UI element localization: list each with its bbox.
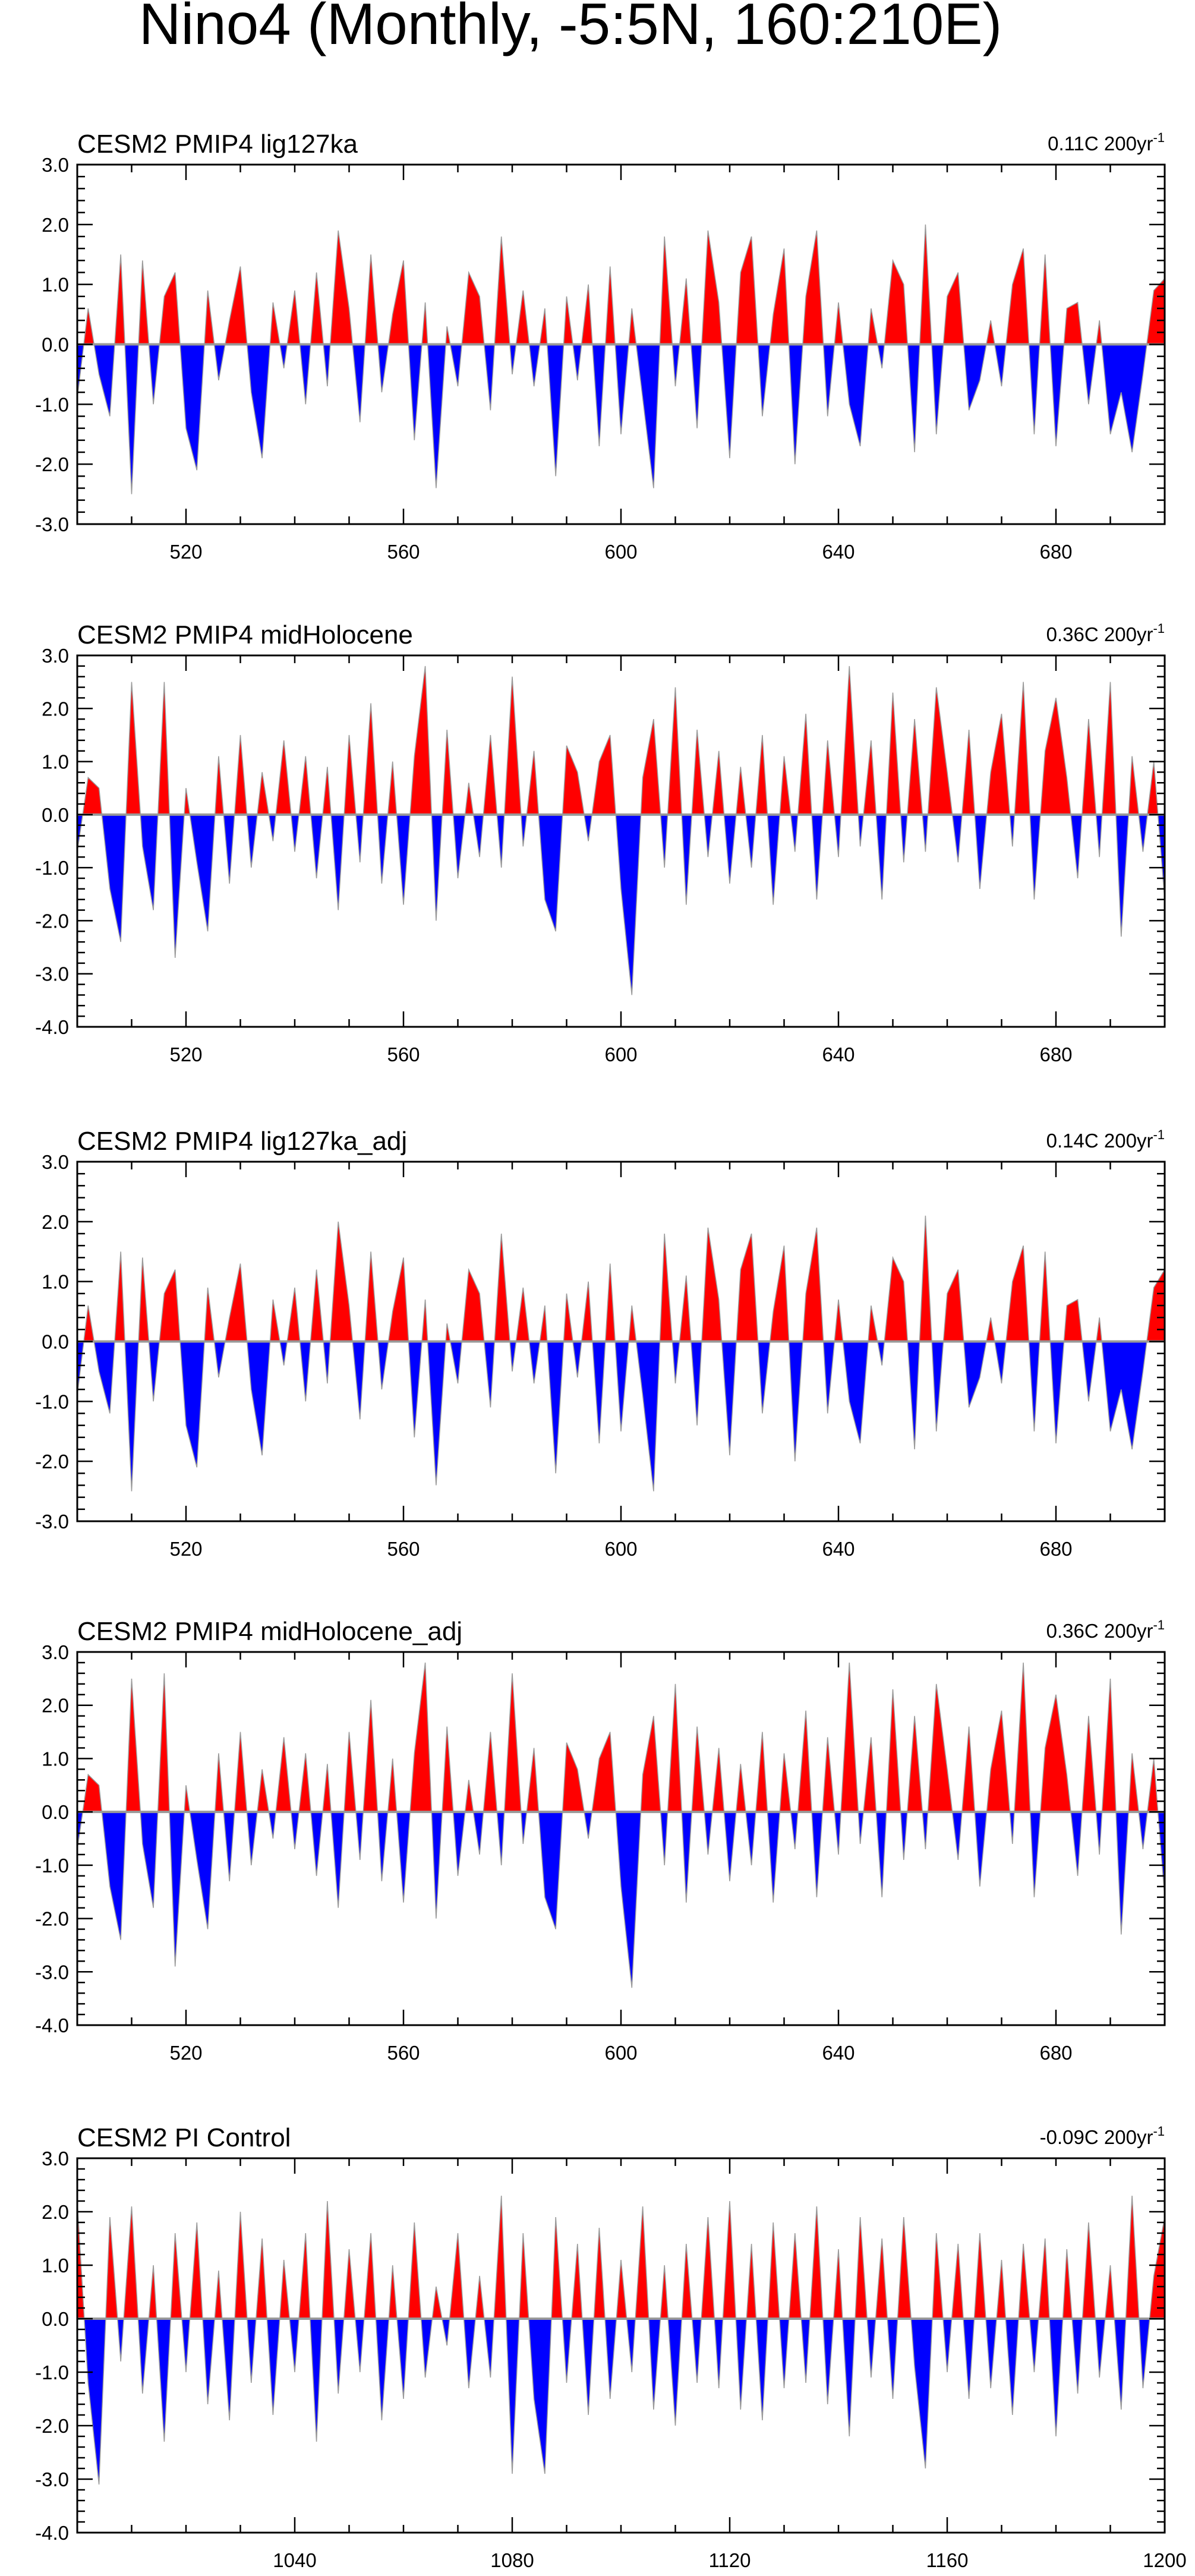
y-tick-label: -4.0 — [35, 1016, 69, 1038]
positive-anomaly-area — [77, 2196, 1165, 2319]
y-tick-label: -1.0 — [35, 857, 69, 879]
y-tick-label: -3.0 — [35, 963, 69, 985]
chart-panel: CESM2 PMIP4 midHolocene 0.36C 200yr-1 3.0 2… — [35, 620, 1166, 1065]
y-tick-label: -3.0 — [35, 1961, 69, 1983]
trend-label: 0.36C 200yr-1 — [1046, 621, 1165, 645]
y-tick-label: 2.0 — [42, 1211, 69, 1233]
y-tick-label: -3.0 — [35, 1511, 69, 1533]
x-tick-label: 640 — [822, 1538, 855, 1560]
y-tick-label: -3.0 — [35, 2468, 69, 2490]
y-tick-label: -4.0 — [35, 2014, 69, 2036]
x-tick-label: 600 — [604, 1538, 637, 1560]
x-tick-label: 600 — [604, 1043, 637, 1065]
trend-label: 0.14C 200yr-1 — [1046, 1127, 1165, 1152]
y-tick-label: 2.0 — [42, 214, 69, 236]
x-tick-label: 680 — [1039, 1538, 1072, 1560]
positive-anomaly-area — [77, 224, 1165, 345]
positive-anomaly-area — [77, 1662, 1165, 1812]
x-tick-label: 640 — [822, 541, 855, 563]
y-tick-label: 1.0 — [42, 1271, 69, 1293]
x-tick-label: 560 — [387, 1043, 420, 1065]
x-tick-label: 520 — [169, 541, 202, 563]
x-tick-label: 1200 — [1143, 2549, 1186, 2571]
y-tick-label: 0.0 — [42, 804, 69, 826]
x-tick-label: 680 — [1039, 1043, 1072, 1065]
x-tick-label: 1160 — [926, 2549, 969, 2571]
trend-label: -0.09C 200yr-1 — [1040, 2124, 1165, 2148]
y-tick-label: -3.0 — [35, 513, 69, 535]
x-tick-label: 600 — [604, 2042, 637, 2064]
x-tick-label: 520 — [169, 1043, 202, 1065]
negative-anomaly-area — [77, 2319, 1165, 2484]
panel-title: CESM2 PMIP4 midHolocene — [77, 620, 413, 649]
panel-title: CESM2 PMIP4 midHolocene_adj — [77, 1617, 462, 1646]
y-tick-label: 2.0 — [42, 698, 69, 720]
y-tick-label: 3.0 — [42, 2148, 69, 2170]
x-tick-label: 640 — [822, 1043, 855, 1065]
y-tick-label: 3.0 — [42, 154, 69, 176]
y-tick-label: -2.0 — [35, 453, 69, 475]
x-tick-label: 1120 — [709, 2549, 751, 2571]
panels: CESM2 PMIP4 lig127ka 0.11C 200yr-1 3.0 2.0 1… — [35, 130, 1187, 2571]
y-tick-label: -4.0 — [35, 2522, 69, 2544]
negative-anomaly-area — [77, 1812, 1165, 1988]
y-tick-label: 3.0 — [42, 1641, 69, 1663]
y-tick-label: 1.0 — [42, 2255, 69, 2277]
trend-label: 0.36C 200yr-1 — [1046, 1618, 1165, 1642]
panel-title: CESM2 PMIP4 lig127ka — [77, 130, 358, 159]
y-tick-label: 0.0 — [42, 2308, 69, 2330]
y-tick-label: -2.0 — [35, 910, 69, 932]
panel-title: CESM2 PMIP4 lig127ka_adj — [77, 1127, 407, 1156]
trend-label: 0.11C 200yr-1 — [1048, 130, 1165, 155]
panel-title: CESM2 PI Control — [77, 2123, 291, 2152]
y-tick-label: 0.0 — [42, 1801, 69, 1823]
anomaly-line — [77, 2195, 1165, 2485]
y-tick-label: -2.0 — [35, 2415, 69, 2437]
x-tick-label: 600 — [604, 541, 637, 563]
x-tick-label: 520 — [169, 2042, 202, 2064]
y-tick-label: -2.0 — [35, 1451, 69, 1473]
chart-panel: CESM2 PMIP4 midHolocene_adj 0.36C 200yr-1… — [35, 1617, 1166, 2064]
x-tick-label: 520 — [169, 1538, 202, 1560]
chart-panel: CESM2 PMIP4 lig127ka_adj 0.14C 200yr-1 3.0… — [35, 1127, 1166, 1560]
y-tick-label: 3.0 — [42, 1151, 69, 1173]
x-tick-label: 680 — [1039, 2042, 1072, 2064]
positive-anomaly-area — [77, 666, 1165, 815]
negative-anomaly-area — [77, 344, 1165, 494]
y-tick-label: 1.0 — [42, 274, 69, 296]
x-tick-label: 1080 — [490, 2549, 534, 2571]
y-tick-label: 1.0 — [42, 1748, 69, 1770]
y-tick-label: -1.0 — [35, 2361, 69, 2383]
y-tick-label: -2.0 — [35, 1908, 69, 1930]
y-tick-label: -1.0 — [35, 1855, 69, 1877]
x-tick-label: 680 — [1039, 541, 1072, 563]
y-tick-label: -1.0 — [35, 393, 69, 415]
chart-panel: CESM2 PMIP4 lig127ka 0.11C 200yr-1 3.0 2.0 1… — [35, 130, 1166, 563]
negative-anomaly-area — [77, 814, 1165, 995]
y-tick-label: 0.0 — [42, 334, 69, 356]
x-tick-label: 560 — [387, 2042, 420, 2064]
y-tick-label: 1.0 — [42, 751, 69, 773]
chart-panel: CESM2 PI Control -0.09C 200yr-1 3.0 2.0 1.0 0… — [35, 2123, 1187, 2571]
y-tick-label: 2.0 — [42, 1695, 69, 1717]
negative-anomaly-area — [77, 1341, 1165, 1492]
anomaly-line — [77, 1215, 1165, 1492]
x-tick-label: 560 — [387, 541, 420, 563]
y-tick-label: 2.0 — [42, 2201, 69, 2223]
x-tick-label: 1040 — [273, 2549, 316, 2571]
anomaly-line — [77, 224, 1165, 494]
y-tick-label: -1.0 — [35, 1391, 69, 1412]
y-tick-label: 0.0 — [42, 1331, 69, 1353]
x-tick-label: 640 — [822, 2042, 855, 2064]
figure-title: Nino4 (Monthly, -5:5N, 160:210E) — [139, 0, 1002, 56]
positive-anomaly-area — [77, 1215, 1165, 1342]
y-tick-label: 3.0 — [42, 645, 69, 667]
x-tick-label: 560 — [387, 1538, 420, 1560]
